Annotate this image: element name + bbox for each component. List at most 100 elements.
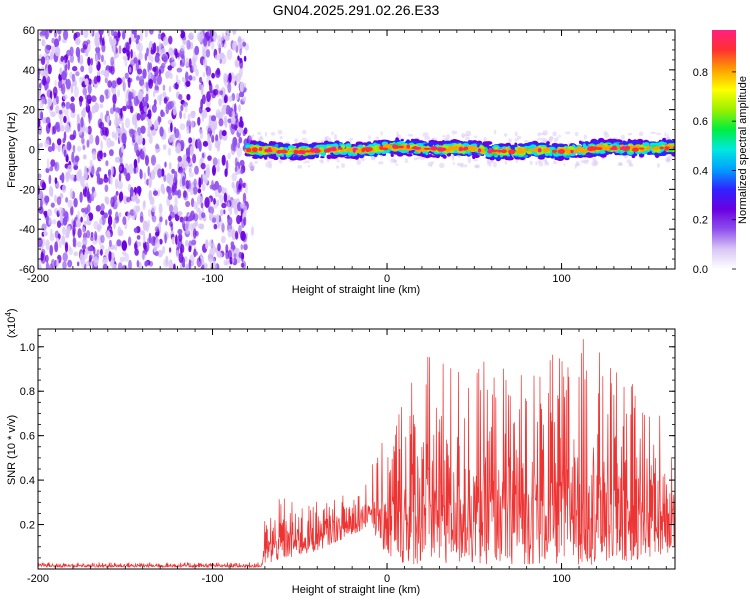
heatmap-noise-blob: [155, 144, 160, 150]
heatmap-noise-blob: [110, 65, 115, 75]
heatmap-signal-halo: [563, 163, 566, 166]
heatmap-signal-halo: [463, 164, 468, 168]
heatmap-noise-blob: [238, 91, 245, 98]
heatmap-noise-blob: [111, 80, 117, 89]
heatmap-signal-halo: [516, 135, 522, 140]
heatmap-signal-blob: [522, 154, 529, 158]
heatmap-noise-blob: [62, 59, 66, 67]
heatmap-noise-blob: [162, 84, 166, 91]
heatmap-signal-blob: [659, 146, 664, 150]
heatmap-noise-blob: [177, 228, 183, 235]
heatmap-noise-blob: [67, 59, 70, 71]
heatmap-signal-blob: [431, 146, 436, 151]
heatmap-noise-blob: [138, 52, 143, 61]
heatmap-noise-blob: [105, 94, 109, 100]
heatmap-signal-blob: [586, 155, 594, 158]
heatmap-signal-blob: [632, 147, 639, 152]
heatmap-noise-blob: [142, 201, 146, 211]
heatmap-noise-blob: [56, 220, 62, 228]
heatmap-noise-blob: [188, 172, 194, 178]
heatmap-signal-halo: [574, 164, 577, 169]
heatmap-noise-blob: [160, 183, 165, 194]
heatmap-signal-halo: [537, 137, 543, 141]
heatmap-noise-blob: [62, 252, 68, 262]
heatmap-noise-blob: [194, 165, 199, 175]
heatmap-noise-blob: [69, 188, 74, 200]
heatmap-noise-blob: [223, 192, 228, 203]
heatmap-noise-blob: [150, 154, 157, 166]
heatmap-noise-blob: [150, 170, 156, 180]
heatmap-signal-blob: [480, 148, 486, 153]
heatmap-signal-halo: [464, 136, 470, 141]
heatmap-noise-blob: [72, 66, 78, 72]
heatmap-noise-blob: [199, 76, 203, 84]
heatmap-noise-blob: [207, 30, 211, 37]
heatmap-noise-blob: [172, 204, 179, 215]
heatmap-noise-blob: [189, 145, 194, 157]
heatmap-noise-blob: [95, 40, 100, 48]
heatmap-noise-blob: [96, 224, 101, 232]
heatmap-noise-blob: [142, 137, 146, 146]
heatmap-signal-halo: [407, 133, 414, 137]
heatmap-signal-halo: [604, 132, 610, 138]
heatmap-noise-blob: [163, 97, 168, 104]
heatmap-noise-blob: [41, 39, 45, 46]
heatmap-noise-blob: [112, 263, 117, 269]
heatmap-noise-blob: [124, 72, 129, 80]
heatmap-noise-blob: [162, 53, 167, 63]
heatmap-noise-blob: [209, 82, 213, 94]
heatmap-noise-blob: [178, 94, 183, 101]
heatmap-noise-blob: [137, 68, 143, 75]
heatmap-noise-blob: [177, 155, 182, 162]
heatmap-signal-blob: [305, 150, 311, 153]
heatmap-signal-blob: [293, 155, 298, 160]
heatmap-noise-blob: [168, 259, 173, 269]
heatmap-noise-blob: [60, 125, 65, 132]
heatmap-signal-blob: [664, 146, 669, 151]
heatmap-noise-blob: [190, 197, 195, 208]
heatmap-noise-blob: [65, 101, 71, 110]
heatmap-signal-blob: [397, 145, 404, 149]
heatmap-noise-blob: [232, 40, 237, 49]
heatmap-noise-blob: [38, 118, 41, 128]
heatmap-signal-halo: [514, 138, 519, 142]
heatmap-noise-blob: [168, 162, 172, 170]
heatmap-signal-blob: [508, 149, 516, 155]
heatmap-noise-blob: [171, 236, 175, 245]
heatmap-noise-blob: [232, 30, 237, 35]
heatmap-signal-blob: [643, 142, 650, 147]
heatmap-noise-blob: [121, 264, 128, 269]
heatmap-signal-halo: [303, 140, 309, 144]
heatmap-noise-blob: [115, 211, 119, 220]
heatmap-noise-blob: [43, 210, 49, 216]
heatmap-noise-blob: [221, 222, 225, 233]
heatmap-signal-blob: [357, 154, 365, 158]
heatmap-noise-blob: [103, 70, 110, 78]
heatmap-signal-blob: [473, 154, 480, 159]
heatmap-noise-blob: [45, 261, 49, 269]
heatmap-noise-blob: [106, 115, 110, 124]
heatmap-noise-blob: [130, 59, 136, 67]
heatmap-noise-blob: [80, 175, 85, 187]
heatmap-noise-blob: [143, 105, 148, 113]
heatmap-noise-blob: [221, 106, 227, 116]
heatmap-noise-blob: [153, 42, 157, 54]
heatmap-noise-blob: [224, 34, 230, 41]
heatmap-noise-blob: [207, 155, 212, 161]
heatmap-noise-blob: [134, 242, 137, 251]
heatmap-noise-blob: [54, 46, 61, 57]
heatmap-signal-halo: [248, 135, 254, 140]
heatmap-noise-blob: [93, 256, 99, 268]
heatmap-noise-blob: [46, 56, 50, 66]
heatmap-signal-blob: [485, 143, 490, 146]
heatmap-noise-blob: [189, 223, 194, 231]
heatmap-noise-blob: [57, 30, 62, 35]
colorbar: [712, 30, 736, 269]
heatmap-noise-blob: [41, 223, 47, 231]
heatmap-noise-blob: [70, 96, 75, 102]
heatmap-noise-blob: [57, 144, 61, 153]
heatmap-signal-halo: [494, 129, 497, 135]
heatmap-noise-blob: [191, 75, 196, 81]
heatmap-noise-blob: [90, 231, 94, 238]
heatmap-noise-blob: [196, 32, 201, 41]
